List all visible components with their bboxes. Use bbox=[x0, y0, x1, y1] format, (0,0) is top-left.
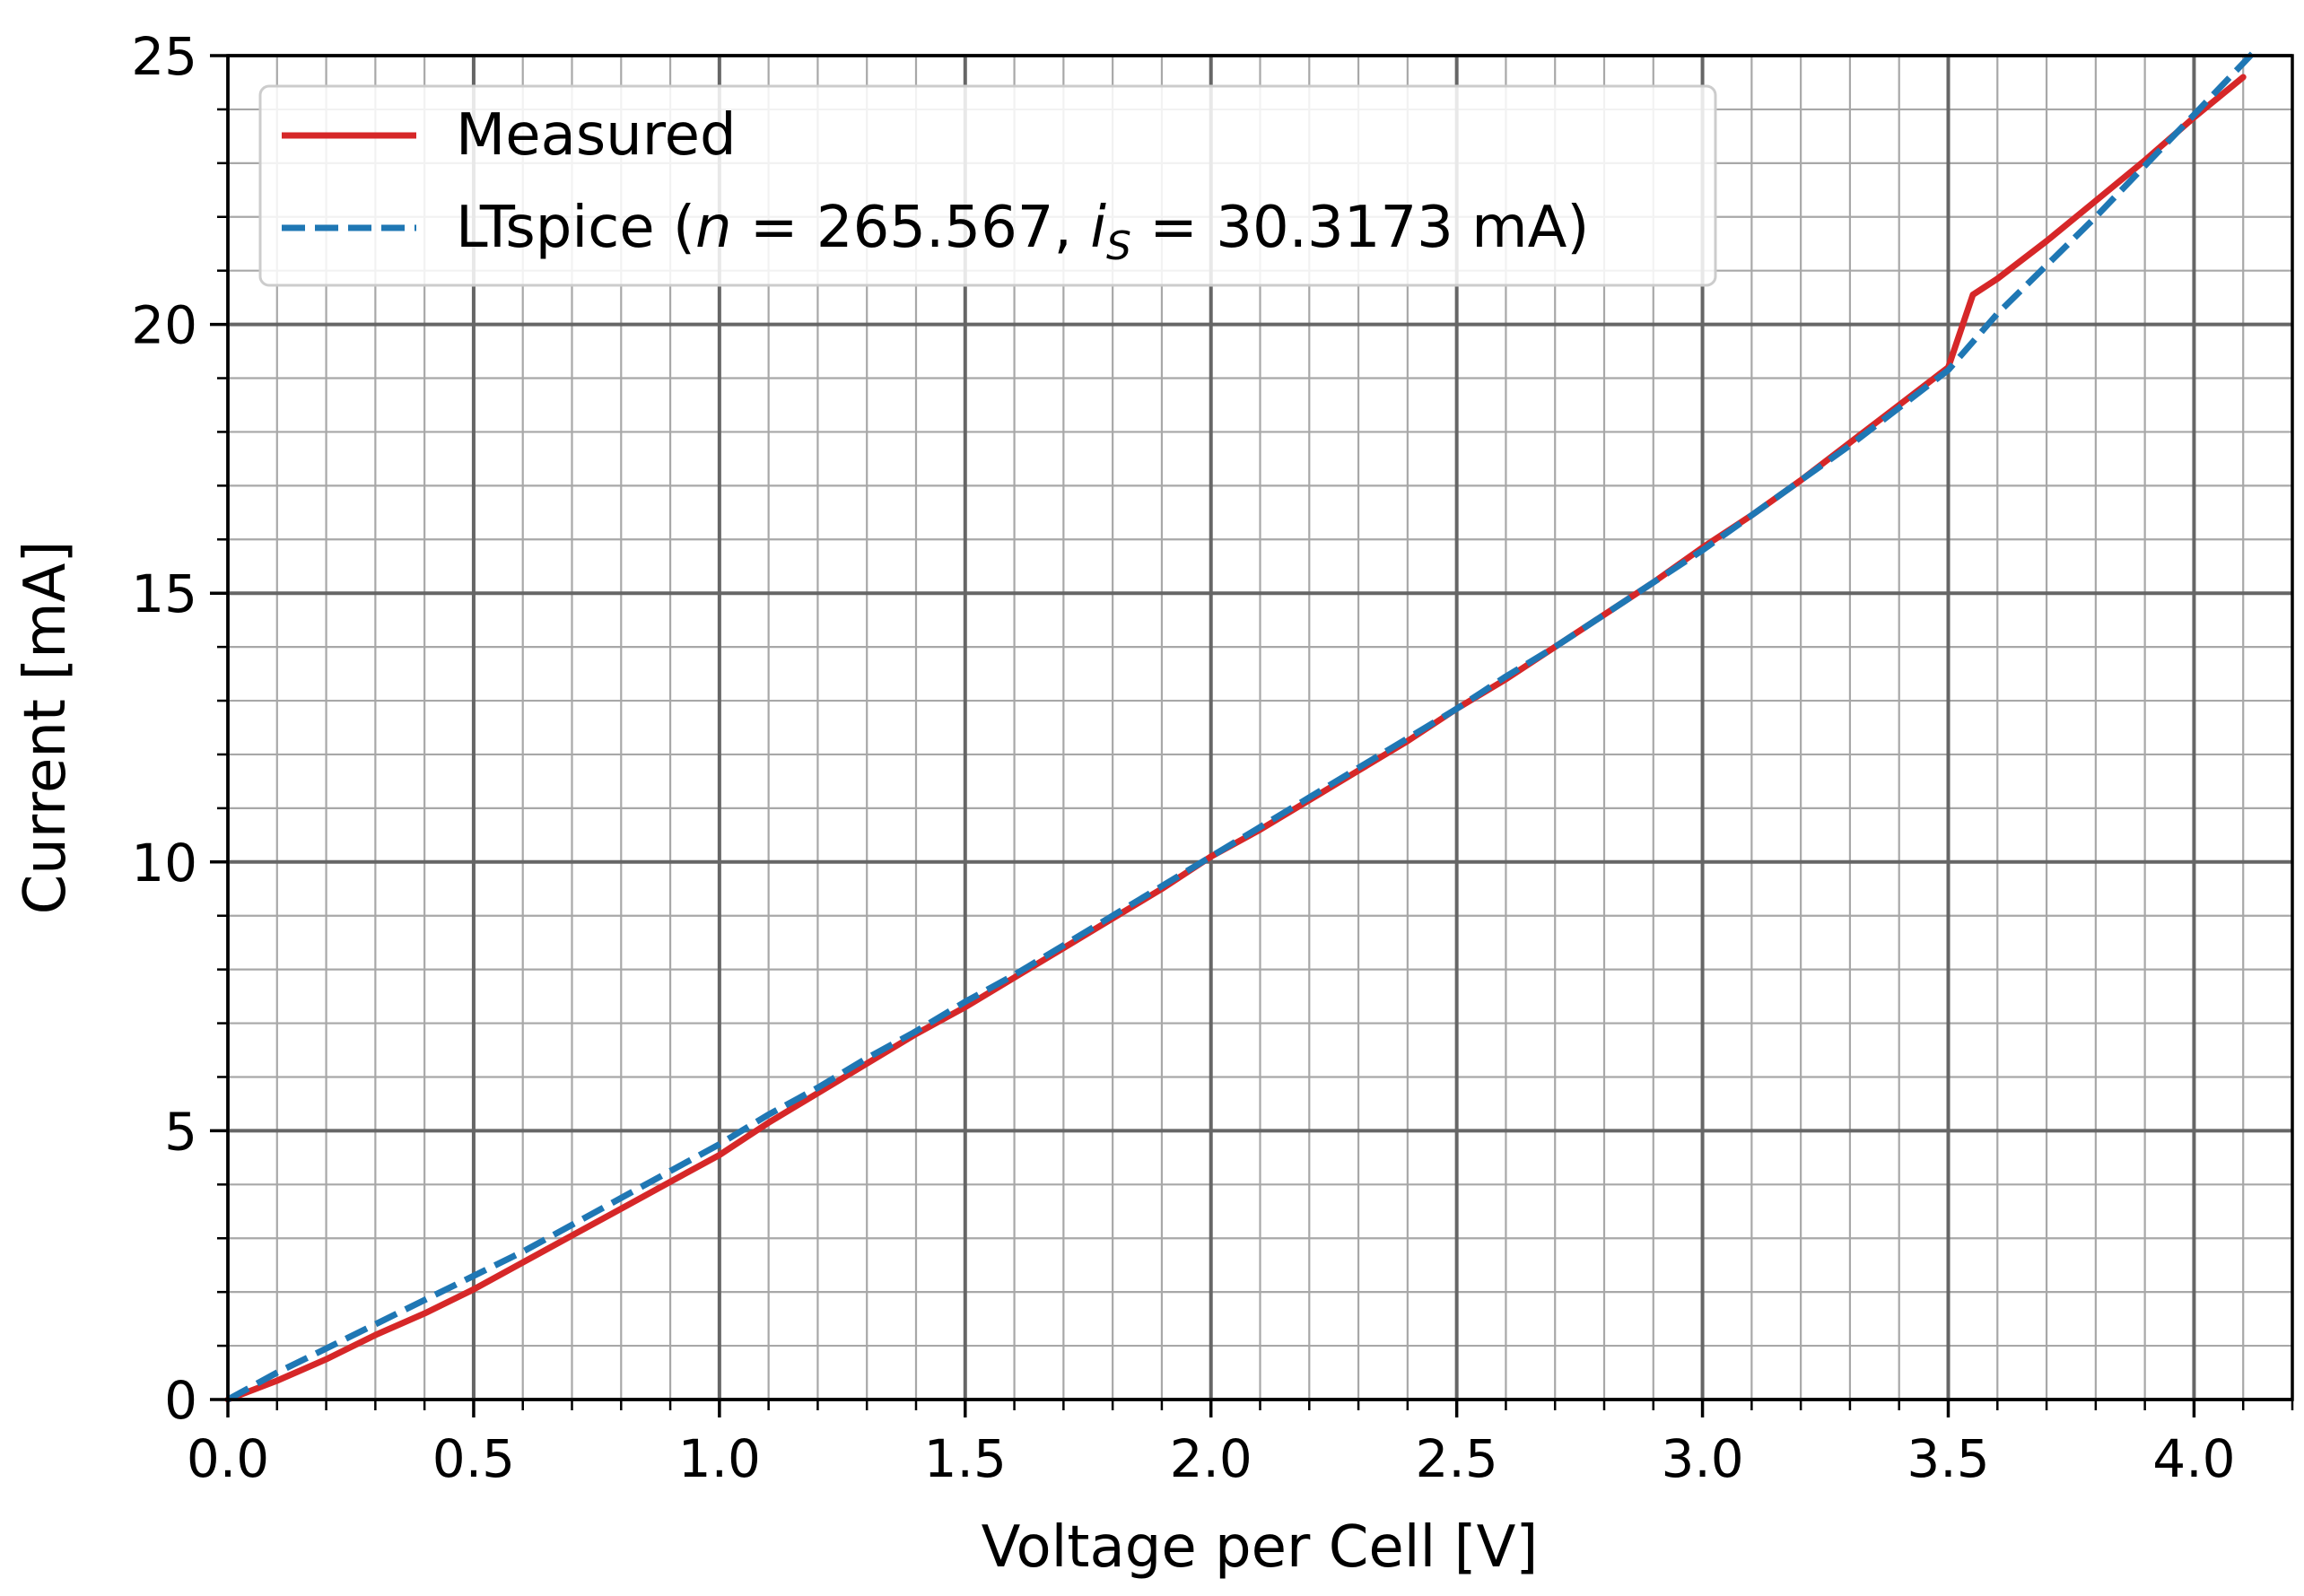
legend-i-value: = 30.3173 mA) bbox=[1131, 195, 1589, 261]
x-tick-label: 2.5 bbox=[1416, 1428, 1498, 1489]
x-tick-label: 3.0 bbox=[1661, 1428, 1743, 1489]
legend-label-measured: Measured bbox=[456, 102, 737, 169]
legend-label-ltspice: LTspice (n = 265.567, iS = 30.3173 mA) bbox=[456, 195, 1589, 269]
y-tick-label: 0 bbox=[164, 1370, 197, 1431]
x-tick-label: 0.5 bbox=[432, 1428, 515, 1489]
y-tick-label: 20 bbox=[131, 295, 197, 356]
y-tick-label: 10 bbox=[131, 833, 197, 894]
legend-n-value: = 265.567, bbox=[732, 195, 1091, 261]
y-axis-label: Current [mA] bbox=[13, 541, 79, 915]
series-line-ltspice bbox=[226, 50, 2256, 1403]
x-tick-label: 3.5 bbox=[1907, 1428, 1989, 1489]
tick-labels: 0.0 0.5 1.0 1.5 2.0 2.5 3.0 3.5 4.0 0 5 10 15 20 25 bbox=[131, 26, 2235, 1489]
x-tick-label: 2.0 bbox=[1170, 1428, 1252, 1489]
x-tick-label: 1.5 bbox=[924, 1428, 1007, 1489]
legend-ltspice-prefix: LTspice ( bbox=[456, 195, 695, 261]
axis-ticks bbox=[210, 54, 2294, 1417]
x-tick-label: 4.0 bbox=[2152, 1428, 2235, 1489]
x-axis-label: Voltage per Cell [V] bbox=[982, 1514, 1539, 1581]
legend-i-subscript: S bbox=[1106, 223, 1131, 269]
y-tick-label: 15 bbox=[131, 563, 197, 624]
series-layer bbox=[224, 50, 2256, 1403]
legend-box bbox=[258, 84, 1717, 287]
legend-n-symbol: n bbox=[695, 195, 732, 261]
y-tick-label: 25 bbox=[131, 26, 197, 87]
x-tick-label: 0.0 bbox=[187, 1428, 269, 1489]
legend: Measured LTspice (n = 265.567, iS = 30.3… bbox=[258, 84, 1717, 287]
legend-i-symbol: i bbox=[1090, 195, 1106, 261]
y-tick-label: 5 bbox=[164, 1101, 197, 1162]
x-tick-label: 1.0 bbox=[678, 1428, 761, 1489]
